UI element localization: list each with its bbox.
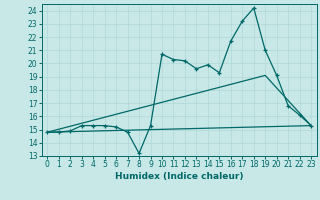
X-axis label: Humidex (Indice chaleur): Humidex (Indice chaleur)	[115, 172, 244, 181]
